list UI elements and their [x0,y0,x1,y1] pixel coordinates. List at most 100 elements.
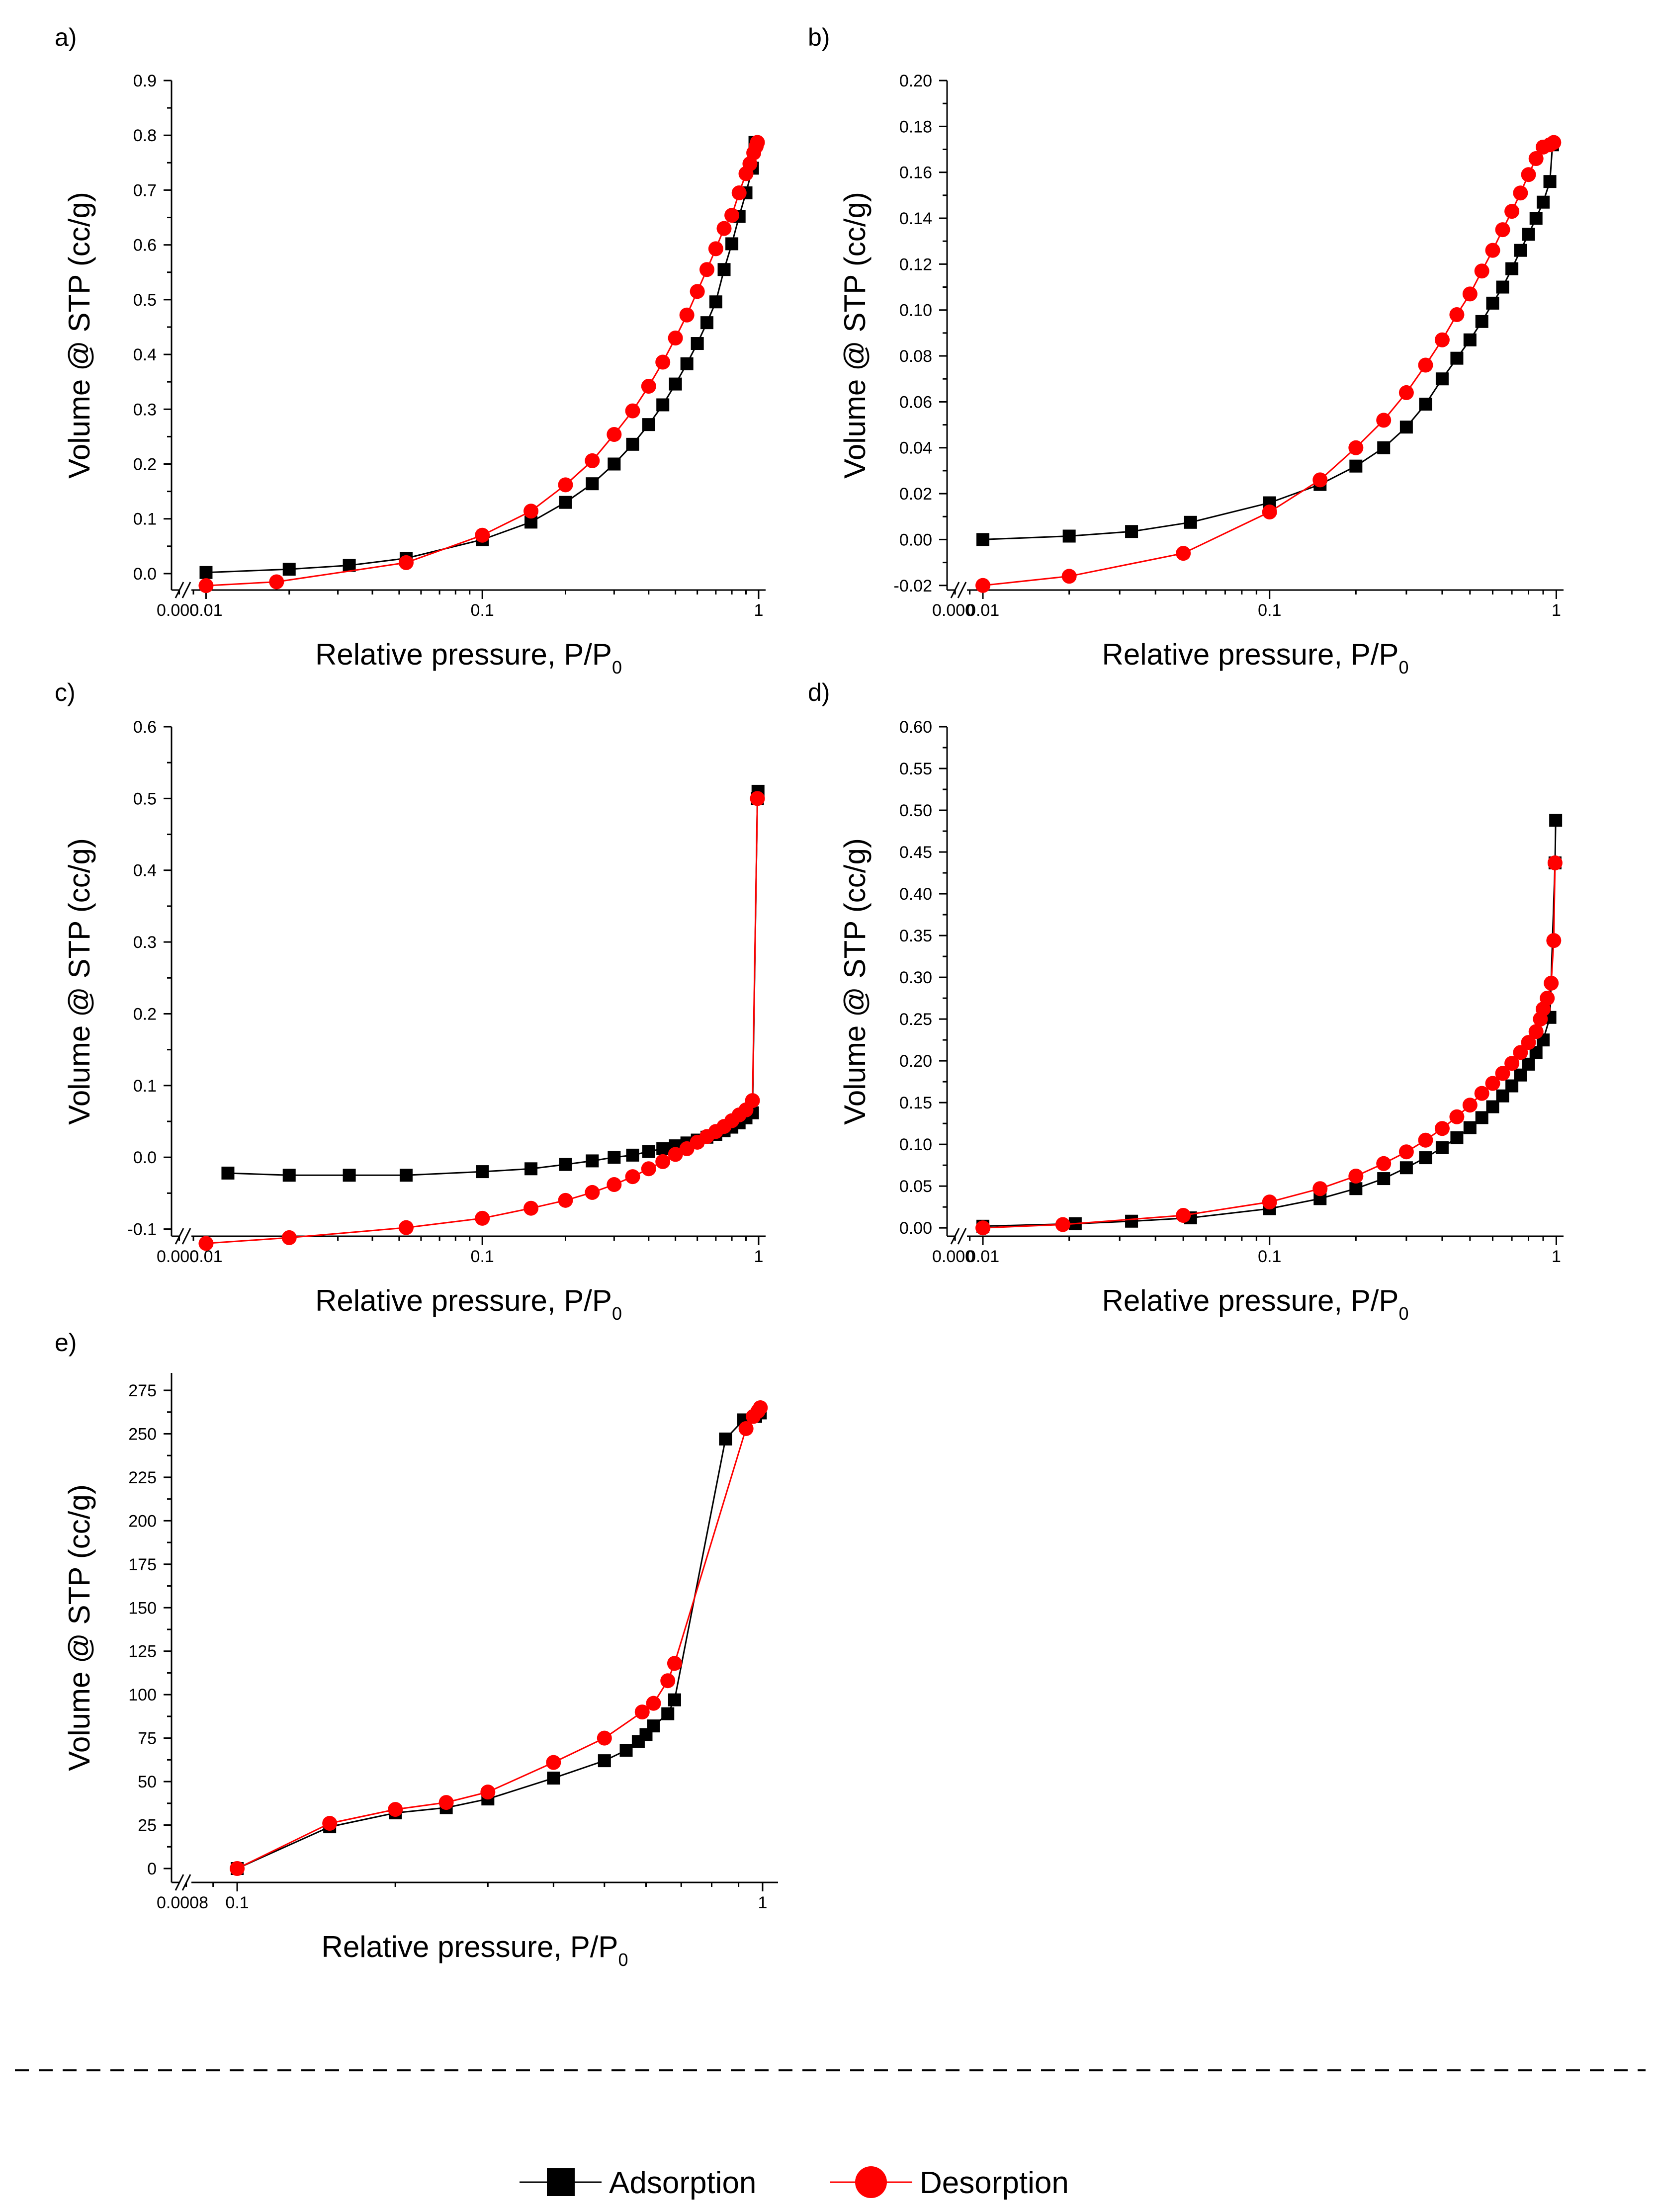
desorption-point [198,578,214,594]
y-tick-label: 75 [138,1729,157,1748]
x-tick-label: 0.01 [966,601,999,620]
desorption-point [1513,185,1528,201]
series-line [206,142,756,574]
adsorption-point [647,1719,660,1733]
desorption-point [655,1154,671,1169]
desorption-point [655,354,671,370]
chart-panel-d: d)0.000.050.100.150.200.250.300.350.400.… [808,679,1564,1324]
adsorption-point [1514,1068,1527,1082]
adsorption-point [626,437,639,451]
adsorption-point [476,1165,489,1179]
adsorption-point [1522,1057,1535,1071]
adsorption-point [619,1744,633,1757]
y-tick-label: 0.20 [899,1052,932,1071]
axis-break-mark [957,1228,967,1245]
adsorption-point [1486,1100,1499,1113]
panel-label: d) [808,679,830,706]
adsorption-point [1496,280,1509,294]
x-axis-title-text: Relative pressure, P/P [1102,638,1399,671]
desorption-point [1513,1045,1528,1060]
y-tick-label: 0.10 [899,301,932,320]
adsorption-point [642,418,655,431]
desorption-point [198,1236,214,1251]
y-tick-label: 0.0 [133,565,157,584]
axis-break-mark [181,1228,191,1245]
y-axis-title: Volume @ STP (cc/g) [838,192,872,479]
desorption-point [975,578,991,593]
y-axis-title: Volume @ STP (cc/g) [838,838,872,1125]
y-axis-title: Volume @ STP (cc/g) [63,1484,96,1771]
y-axis-title: Volume @ STP (cc/g) [63,192,96,479]
series-line [228,791,759,1176]
x-tick-label: 1 [1552,1247,1561,1266]
series-desorption [975,135,1562,593]
adsorption-point [1349,1182,1363,1195]
x-axis-title-text: Relative pressure, P/P [315,1284,612,1317]
desorption-point [1055,1217,1070,1232]
desorption-point [699,262,714,277]
series-adsorption [976,814,1563,1233]
adsorption-point [1543,175,1557,188]
y-tick-label: 175 [128,1555,157,1574]
adsorption-point [1435,1141,1449,1154]
y-tick-label: 0.45 [899,843,932,862]
desorption-point [1544,975,1559,991]
adsorption-point [669,377,682,391]
y-tick-label: 0.3 [133,400,157,419]
adsorption-point [661,1707,675,1720]
x-break-label: 0.000 [157,1247,199,1266]
y-tick-label: -0.02 [894,577,933,596]
desorption-point [558,1192,573,1208]
desorption-point [745,1093,760,1108]
desorption-point [738,1421,754,1436]
x-tick-label: 1 [754,1247,763,1266]
adsorption-point [1450,1131,1464,1144]
y-tick-label: 225 [128,1468,157,1487]
y-tick-label: 0.4 [133,861,157,880]
adsorption-point [1463,333,1477,346]
adsorption-point [1537,195,1550,209]
adsorption-point [282,1169,296,1182]
adsorption-point [598,1754,611,1768]
desorption-point [585,1185,600,1200]
adsorption-point [608,457,621,471]
desorption-point [679,307,695,323]
adsorption-point [1125,525,1138,538]
desorption-point [731,185,747,200]
y-tick-label: 0.02 [899,485,932,504]
desorption-point [607,426,622,442]
desorption-point [1528,151,1544,166]
desorption-point [1348,1169,1364,1184]
x-axis-title-text: Relative pressure, P/P [1102,1284,1399,1317]
adsorption-point [642,1145,655,1158]
y-tick-label: 0.08 [899,347,932,366]
y-tick-label: 0.16 [899,164,932,182]
desorption-point [322,1816,338,1831]
y-tick-label: 0.00 [899,530,932,549]
desorption-point [1312,472,1328,488]
desorption-point [667,1656,682,1671]
series-desorption [198,791,765,1251]
adsorption-point [559,1158,572,1171]
x-break-label: 0.000 [932,1247,974,1266]
desorption-point [1528,1024,1544,1039]
x-axis-title-subscript: 0 [618,1950,628,1970]
adsorption-point [524,1162,538,1176]
adsorption-point [1522,228,1535,241]
x-tick-label: 0.1 [471,601,494,620]
series-line [982,142,1555,587]
desorption-point [546,1755,561,1770]
x-tick-label: 0.1 [471,1247,494,1266]
desorption-point [1495,1066,1510,1081]
y-tick-label: 200 [128,1512,157,1531]
x-axis-title-subscript: 0 [1398,1303,1408,1324]
desorption-point [1348,440,1364,455]
desorption-point [975,1220,991,1236]
y-tick-label: 0.00 [899,1219,932,1238]
panel-label: e) [55,1329,77,1357]
y-tick-label: 0.35 [899,927,932,945]
desorption-point [597,1730,612,1746]
desorption-point [1521,167,1536,182]
panel-label: b) [808,23,830,51]
